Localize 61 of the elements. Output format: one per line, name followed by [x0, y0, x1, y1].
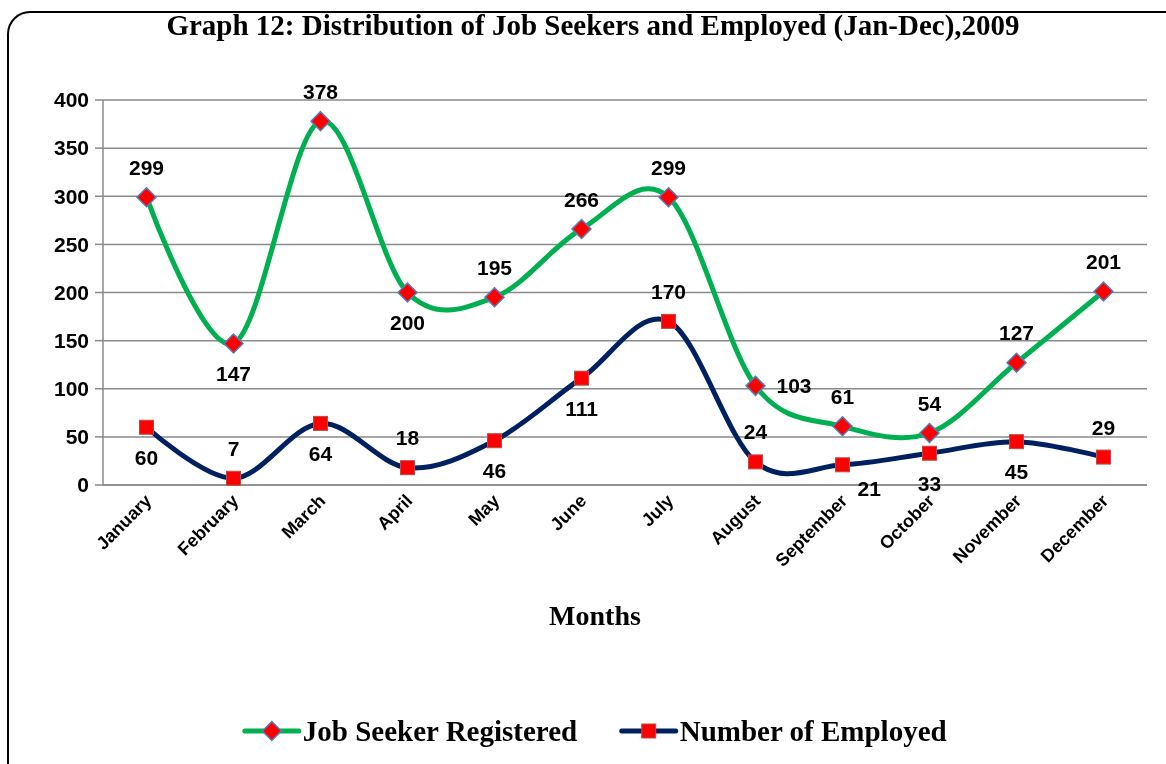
data-label: 29: [1091, 415, 1116, 439]
data-label: 24: [743, 420, 768, 444]
point: [226, 470, 241, 486]
point: [139, 419, 154, 435]
y-tick-label: 300: [53, 184, 89, 208]
data-label: 60: [134, 445, 159, 469]
data-label: 299: [650, 155, 687, 179]
data-label: 201: [1085, 250, 1122, 274]
data-label: 299: [128, 155, 165, 179]
y-tick-label: 0: [77, 473, 89, 497]
data-label: 103: [776, 374, 812, 398]
point: [832, 416, 853, 437]
point: [397, 282, 418, 303]
data-label: 18: [395, 426, 420, 450]
x-axis-title: Months: [549, 600, 641, 631]
data-label: 195: [476, 255, 513, 279]
y-tick-label: 400: [53, 88, 89, 112]
data-label: 64: [308, 441, 333, 465]
y-tick-label: 250: [53, 232, 89, 256]
data-label: 147: [215, 362, 252, 386]
y-tick-label: 200: [53, 280, 89, 304]
point: [574, 370, 589, 386]
point: [310, 110, 331, 132]
data-label: 46: [482, 459, 507, 483]
data-label: 61: [830, 384, 855, 408]
legend-label: Number of Employed: [679, 714, 947, 747]
point: [571, 218, 592, 240]
data-label: 378: [302, 79, 339, 103]
data-label: 21: [857, 477, 882, 501]
point: [487, 433, 502, 449]
point: [748, 454, 763, 470]
point: [1093, 281, 1114, 302]
data-label: 111: [565, 396, 599, 420]
y-tick-label: 150: [53, 328, 89, 352]
point: [922, 445, 937, 461]
data-label: 45: [1004, 460, 1029, 484]
point: [661, 313, 676, 329]
point: [313, 415, 328, 431]
point: [1009, 434, 1024, 450]
point: [484, 287, 505, 308]
point: [1006, 352, 1027, 374]
data-label: 54: [917, 391, 942, 415]
point: [136, 186, 157, 208]
data-label: 266: [563, 187, 600, 211]
point: [835, 457, 850, 473]
point: [745, 375, 766, 397]
point: [400, 460, 415, 476]
point: [1096, 449, 1111, 465]
data-label: 7: [227, 436, 240, 460]
y-tick-label: 100: [53, 377, 89, 401]
data-label: 170: [650, 279, 687, 303]
y-tick-label: 350: [53, 136, 89, 160]
data-label: 33: [917, 471, 942, 495]
point: [658, 186, 679, 208]
chart-title: Graph 12: Distribution of Job Seekers and Employed (Jan-Dec),2009: [166, 9, 1020, 42]
legend-label: Job Seeker Registered: [302, 714, 578, 747]
point: [919, 422, 940, 444]
data-label: 200: [389, 311, 426, 335]
y-tick-label: 50: [65, 425, 89, 449]
data-label: 127: [998, 321, 1035, 345]
point: [223, 333, 244, 354]
